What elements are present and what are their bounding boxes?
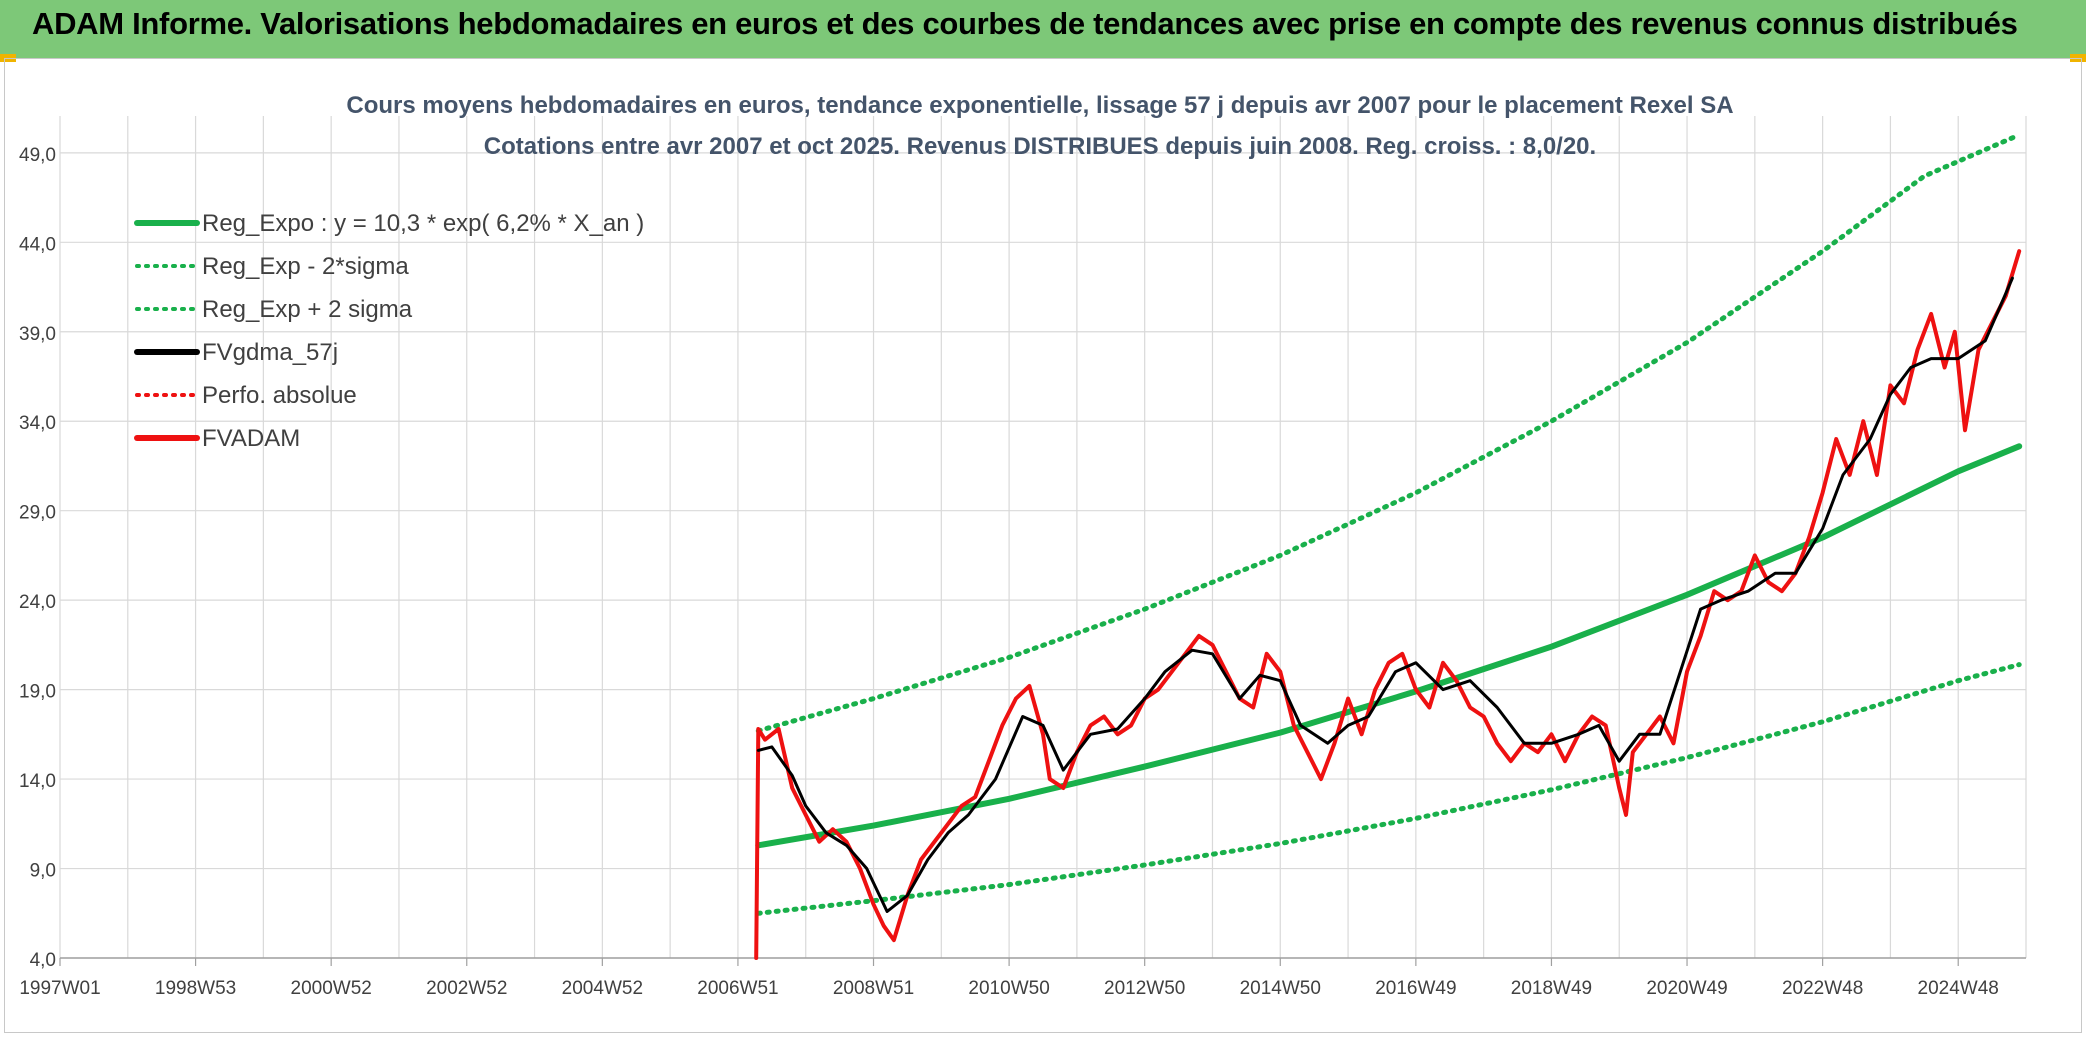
x-axis-ticks: 1997W01 1998W53 2000W52 2002W52 2004W52 2006W… xyxy=(19,958,1999,999)
x-tick-label: 2020W49 xyxy=(1646,978,1727,999)
y-tick-label: 29,0 xyxy=(19,503,56,524)
x-tick-label: 2022W48 xyxy=(1782,978,1863,999)
chart-legend: Reg_Expo : y = 10,3 * exp( 6,2% * X_an )… xyxy=(134,210,644,452)
series-reg-minus-2sigma xyxy=(755,662,2022,916)
report-title: ADAM Informe. Valorisations hebdomadaire… xyxy=(32,6,2018,41)
chart-title: Cours moyens hebdomadaires en euros, ten… xyxy=(346,92,1733,119)
y-tick-label: 9,0 xyxy=(30,861,56,882)
y-tick-label: 19,0 xyxy=(19,682,56,703)
chart-grid xyxy=(59,116,2027,959)
x-tick-label: 1997W01 xyxy=(19,978,100,999)
x-tick-label: 2012W50 xyxy=(1104,978,1185,999)
x-tick-label: 2002W52 xyxy=(426,978,507,999)
y-tick-label: 34,0 xyxy=(19,413,56,434)
chart-subtitle: Cotations entre avr 2007 et oct 2025. Re… xyxy=(484,133,1596,160)
x-tick-label: 2016W49 xyxy=(1375,978,1456,999)
x-tick-label: 2006W51 xyxy=(697,978,778,999)
x-tick-label: 1998W53 xyxy=(155,978,236,999)
report-header: ADAM Informe. Valorisations hebdomadaire… xyxy=(0,0,2086,58)
x-tick-label: 2008W51 xyxy=(833,978,914,999)
y-tick-label: 49,0 xyxy=(19,145,56,166)
y-tick-label: 39,0 xyxy=(19,324,56,345)
series-reg-plus-2sigma xyxy=(755,132,2022,734)
legend-label: Reg_Exp - 2*sigma xyxy=(202,253,409,280)
x-tick-label: 2004W52 xyxy=(562,978,643,999)
y-axis-ticks: 4,0 9,0 14,0 19,0 24,0 29,0 34,0 39,0 44,0 49,0 xyxy=(19,145,56,971)
series-fvgdma-57j xyxy=(756,276,2014,913)
y-tick-label: 4,0 xyxy=(30,950,56,971)
series-fvadam xyxy=(754,249,2022,960)
y-tick-label: 44,0 xyxy=(19,234,56,255)
y-tick-label: 24,0 xyxy=(19,592,56,613)
legend-label: Reg_Expo : y = 10,3 * exp( 6,2% * X_an ) xyxy=(202,210,644,237)
legend-label: Perfo. absolue xyxy=(202,382,357,409)
y-tick-label: 14,0 xyxy=(19,771,56,792)
legend-label: FVADAM xyxy=(202,425,300,452)
x-tick-label: 2018W49 xyxy=(1511,978,1592,999)
legend-label: FVgdma_57j xyxy=(202,339,338,366)
legend-label: Reg_Exp + 2 sigma xyxy=(202,296,413,323)
x-tick-label: 2010W50 xyxy=(968,978,1049,999)
x-tick-label: 2024W48 xyxy=(1918,978,1999,999)
x-tick-label: 2014W50 xyxy=(1240,978,1321,999)
chart-frame xyxy=(4,58,2082,1033)
x-tick-label: 2000W52 xyxy=(291,978,372,999)
chart-titles: Cours moyens hebdomadaires en euros, ten… xyxy=(346,92,1733,160)
chart-series xyxy=(754,132,2023,960)
